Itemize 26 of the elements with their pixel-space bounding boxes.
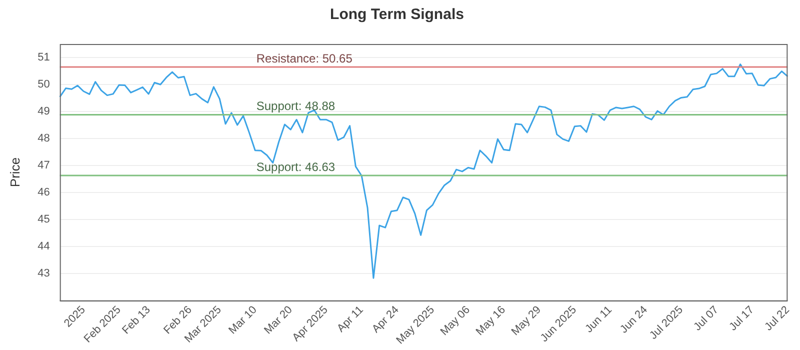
x-tick-label: Mar 20: [262, 304, 295, 337]
y-axis-title: Price: [7, 157, 22, 188]
y-tick-label: 43: [38, 268, 50, 280]
x-tick-label: May 16: [474, 304, 508, 338]
x-tick-label: Mar 10: [226, 304, 260, 337]
y-tick-label: 51: [38, 52, 50, 64]
y-tick-label: 44: [38, 240, 50, 253]
x-tick-label: Jun 24: [618, 304, 650, 336]
y-tick-label: 45: [38, 214, 50, 226]
ref-line-label: Support: 46.63: [256, 160, 336, 174]
y-tick-label: 50: [38, 78, 50, 91]
y-tick-label: 49: [38, 106, 50, 118]
x-tick-label: Jul 17: [727, 304, 756, 334]
y-tick-label: 46: [38, 186, 50, 199]
x-tick-label: Apr 11: [335, 304, 366, 335]
y-tick-label: 48: [38, 132, 50, 145]
x-tick-label: Jun 11: [583, 304, 614, 336]
x-tick-label: Apr 24: [370, 304, 402, 336]
x-tick-label: Feb 13: [120, 304, 153, 337]
ref-line-label: Resistance: 50.65: [256, 51, 353, 66]
chart-title: Long Term Signals: [330, 6, 464, 24]
x-tick-label: Jul 22: [762, 304, 792, 334]
x-tick-label: Jul 07: [692, 304, 721, 334]
ref-line-label: Support: 48.88: [256, 99, 336, 114]
y-tick-label: 47: [38, 160, 50, 172]
x-tick-label: May 06: [438, 304, 472, 338]
